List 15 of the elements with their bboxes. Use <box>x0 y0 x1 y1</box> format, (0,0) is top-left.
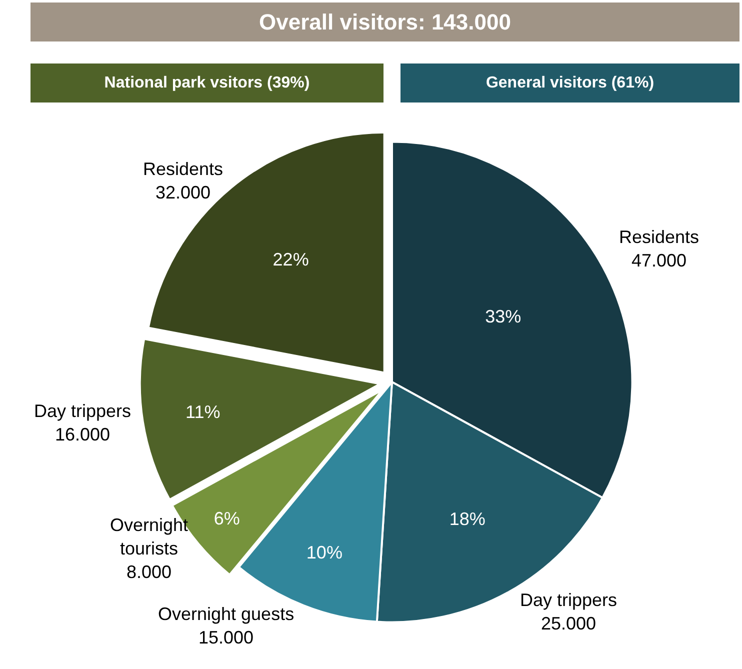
data-label: 6% <box>214 508 240 529</box>
slice-label: Day trippers 16.000 <box>34 401 132 444</box>
text: National park vsitors (39%) <box>104 74 310 92</box>
slice-label: Residents 32.000 <box>143 159 224 202</box>
data-label: 18% <box>449 509 486 530</box>
chart-title: Overall visitors: 143.000 <box>259 10 511 34</box>
data-label: 22% <box>272 250 309 270</box>
slice-label: Overnight tourists 8.000 <box>110 515 188 582</box>
data-label: 33% <box>485 306 522 326</box>
slice-label: Overnight guests 15.000 <box>158 604 294 648</box>
slice-label: Residents 47.000 <box>619 227 700 270</box>
data-label: 10% <box>306 542 342 563</box>
slice-label: Day trippers 25.000 <box>520 590 618 634</box>
text: General visitors (61%) <box>486 74 654 92</box>
data-label: 11% <box>186 402 220 422</box>
